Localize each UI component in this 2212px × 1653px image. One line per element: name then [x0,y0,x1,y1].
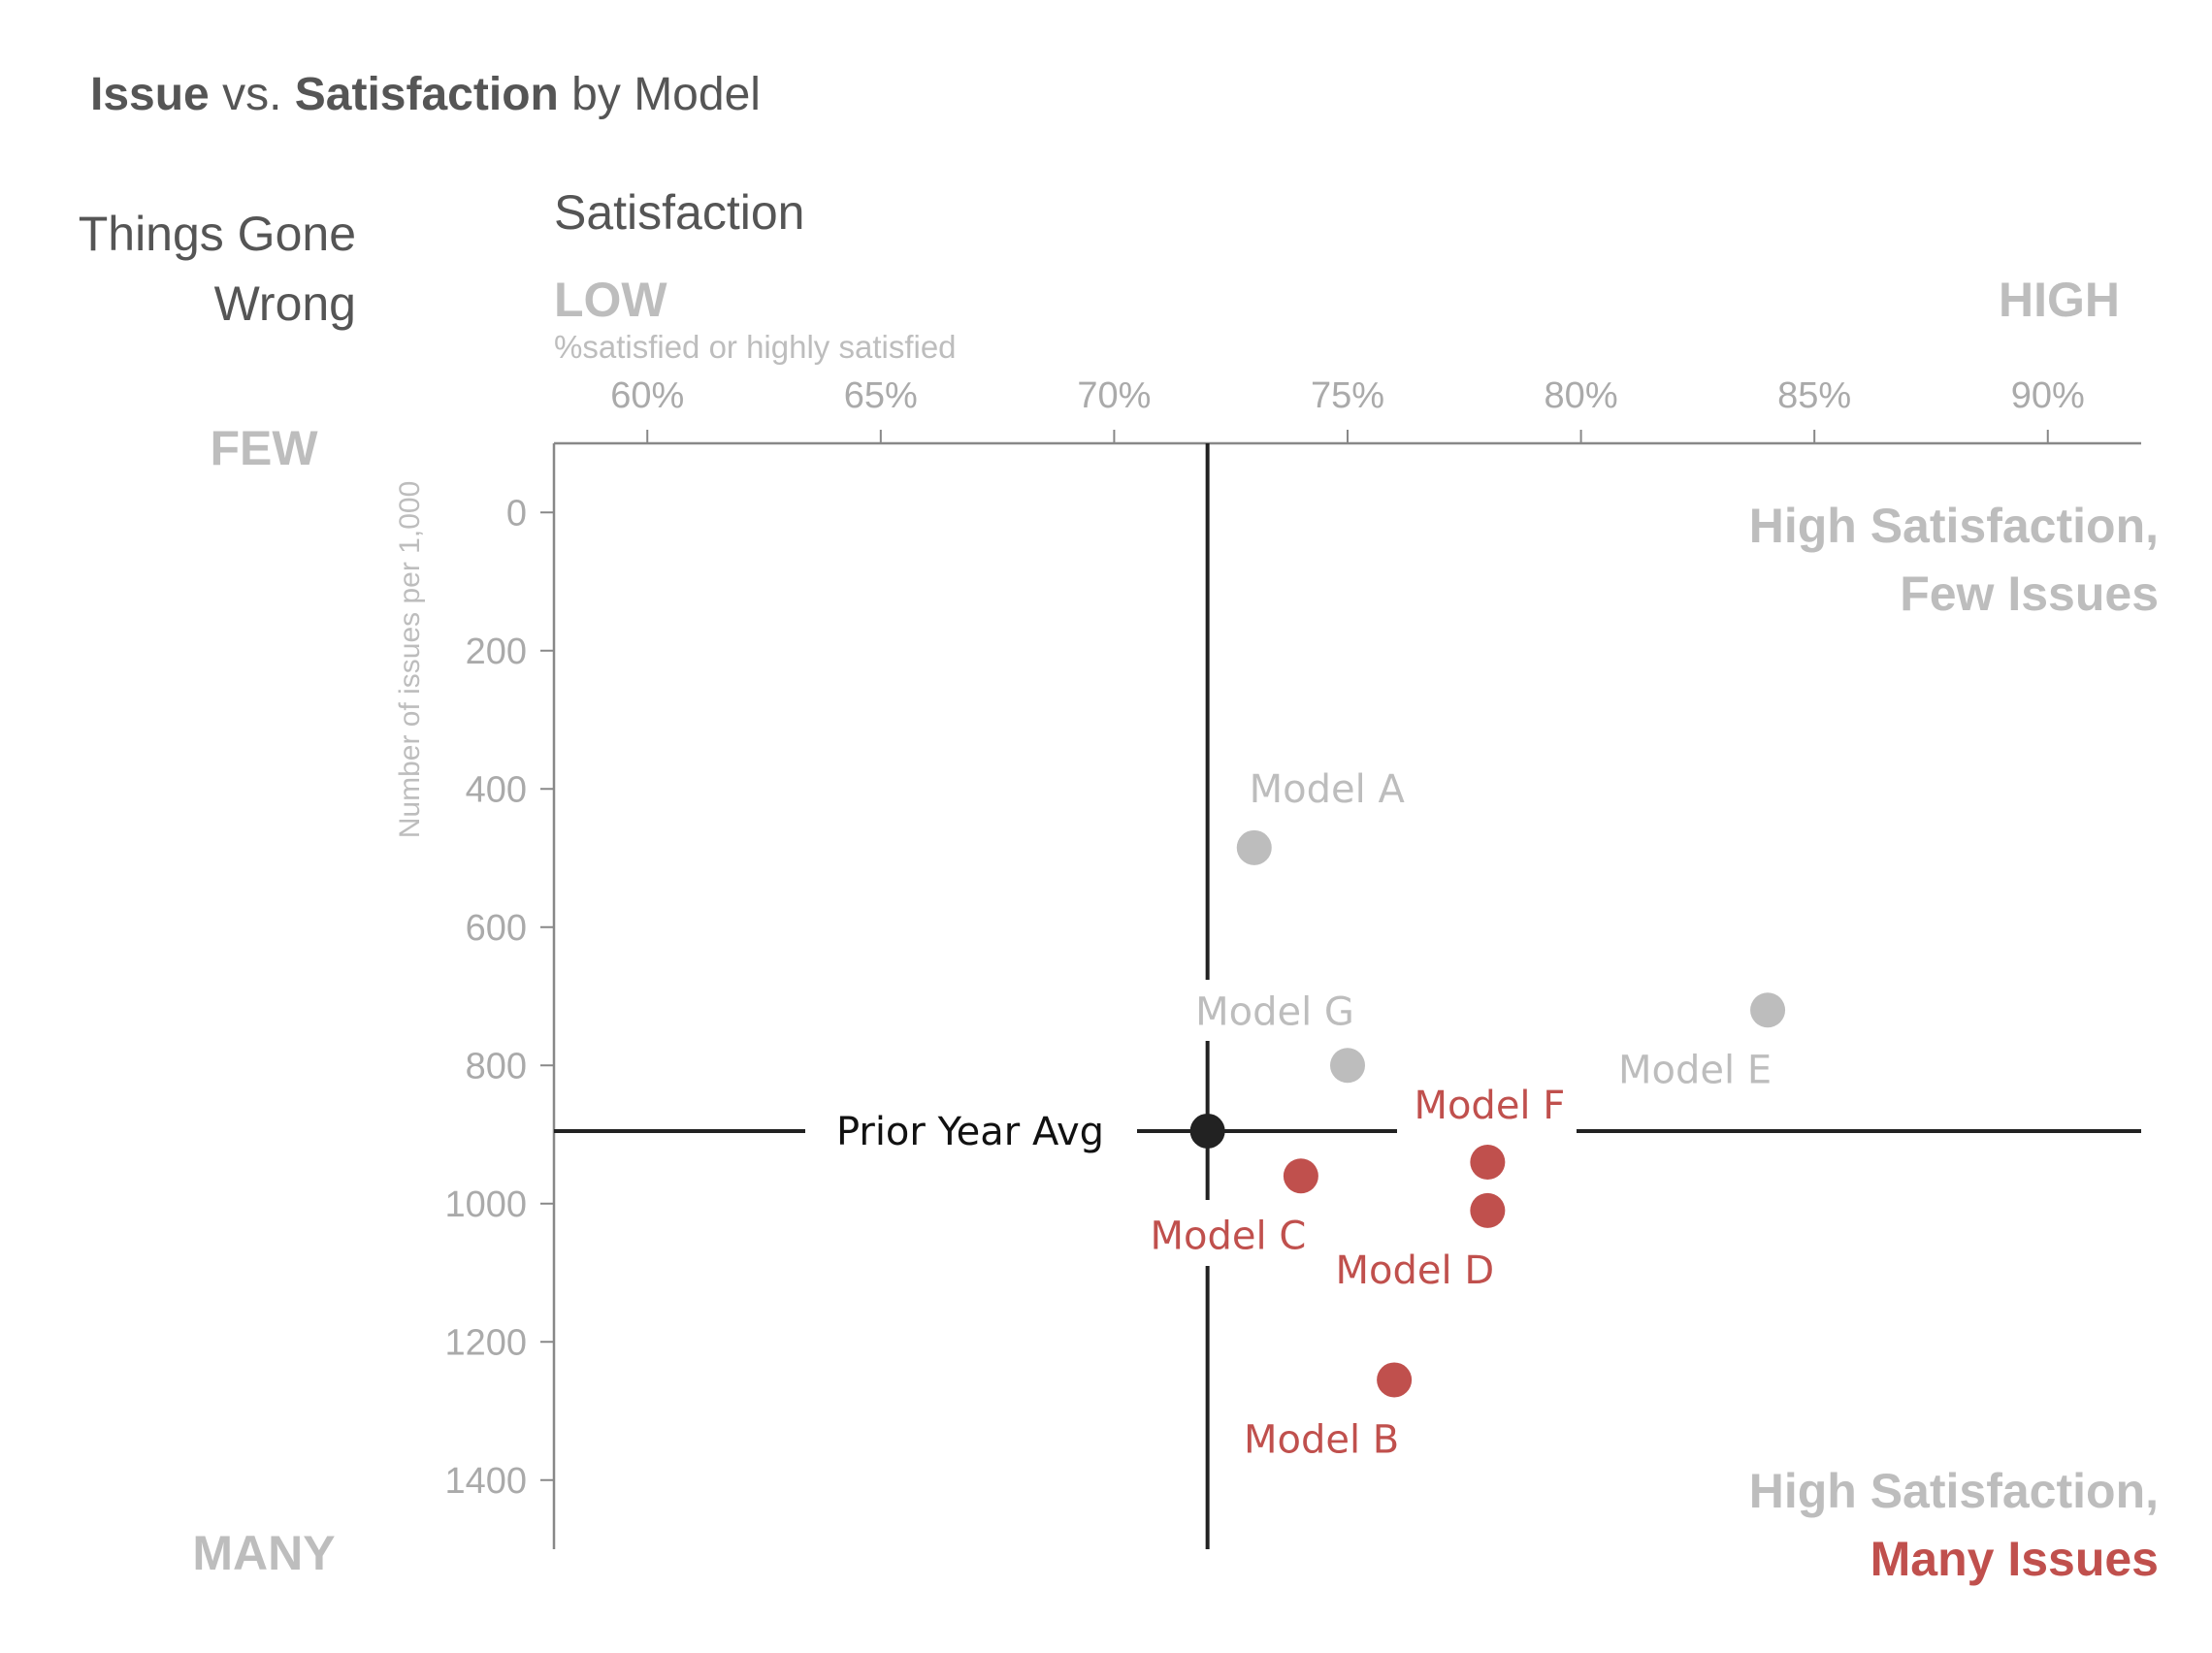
y-tick-label: 1200 [444,1322,527,1363]
title-part-vs: vs. [210,69,295,120]
quadrant-top-line2: Few Issues [1900,567,2159,621]
model-a-label: Model A [1250,767,1406,812]
x-tick-label: 75% [1311,375,1384,416]
y-many-label: MANY [192,1526,335,1580]
y-tick-label: 600 [466,908,527,949]
x-tick-label: 85% [1777,375,1851,416]
title-part-issue: Issue [90,69,210,120]
model-c-label: Model C [1151,1214,1307,1258]
model-b-label: Model B [1244,1417,1399,1462]
y-tick-label: 800 [466,1046,527,1086]
quadrant-bottom-line1: High Satisfaction, [1749,1464,2159,1518]
model-g-point [1330,1048,1365,1084]
y-axis-label: Number of issues per 1,000 [394,481,426,839]
y-few-label: FEW [210,421,318,475]
x-tick-label: 90% [2011,375,2085,416]
x-tick-label: 80% [1545,375,1618,416]
title-part-satisfaction: Satisfaction [295,69,559,120]
quadrant-top-line1: High Satisfaction, [1749,499,2159,553]
prior-year-reference-lines: Prior Year Avg [554,443,2141,1549]
x-sublabel: %satisfied or highly satisfied [554,329,957,365]
y-title-line1: Things Gone [79,207,356,261]
y-tick-label: 0 [506,493,527,534]
y-title-line2: Wrong [214,276,356,331]
prior-year-label: Prior Year Avg [836,1110,1104,1154]
x-high-label: HIGH [1999,273,2120,327]
y-tick-label: 400 [466,769,527,810]
model-d-label: Model D [1336,1248,1495,1293]
title-part-by-model: by Model [559,69,761,120]
model-f-point [1470,1145,1506,1180]
model-e-label: Model E [1618,1048,1772,1092]
x-tick-label: 60% [610,375,684,416]
x-low-label: LOW [554,273,667,327]
y-ticks: 0 200 400 600 800 1000 1200 1400 [444,493,554,1502]
x-tick-label: 70% [1077,375,1151,416]
model-d-point [1470,1192,1506,1228]
model-f-label: Model F [1414,1084,1565,1128]
x-ticks: 60% 65% 70% 75% 80% 85% 90% [610,375,2085,443]
y-tick-label: 1400 [444,1461,527,1502]
chart-title: Issue vs. Satisfaction by Model [90,69,761,120]
x-title: Satisfaction [554,185,804,240]
y-tick-label: 1000 [444,1184,527,1225]
y-tick-label: 200 [466,632,527,672]
x-tick-label: 65% [844,375,918,416]
model-e-point [1750,992,1786,1028]
model-c-point [1283,1158,1318,1194]
model-b-point [1377,1362,1413,1398]
prior-year-point [1189,1113,1225,1149]
model-g-label: Model G [1195,989,1354,1034]
model-a-point [1236,829,1272,865]
data-points: Model A Model G Model E Model F Model C Model… [1151,767,1786,1462]
quadrant-bottom-line2: Many Issues [1870,1532,2159,1586]
